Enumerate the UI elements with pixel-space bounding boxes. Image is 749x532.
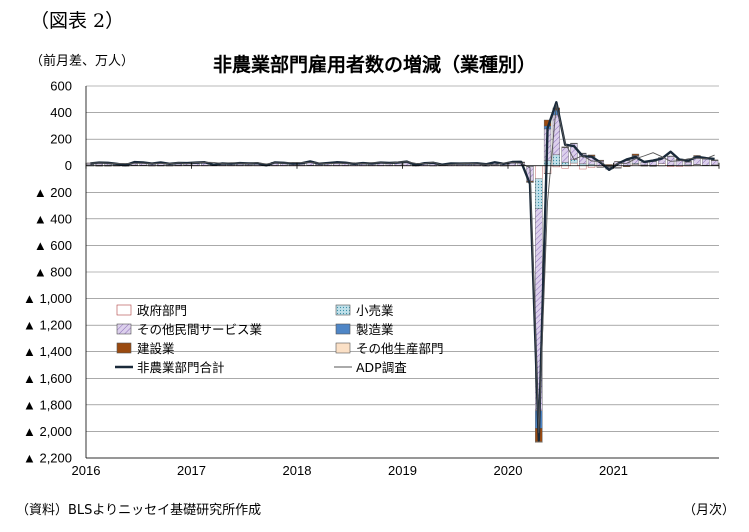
bar-layer [86, 107, 719, 443]
legend-label-other_goods: その他生産部門 [356, 341, 444, 356]
bar-construction [605, 164, 613, 166]
legend-label-adp: ADP調査 [356, 360, 407, 375]
legend-swatch-other_goods [335, 342, 351, 354]
bar-other_services [684, 161, 692, 166]
legend-label-total: 非農業部門合計 [137, 360, 225, 375]
bar-other_services [702, 158, 710, 166]
y-tick-label: ▲ 1,600 [23, 371, 72, 386]
x-tick-label: 2021 [599, 463, 628, 478]
bar-retail [561, 162, 569, 166]
y-tick-label: 0 [65, 158, 72, 173]
y-tick-label: 400 [50, 105, 72, 120]
bar-construction [631, 153, 640, 156]
legend-label-manufacturing: 製造業 [356, 322, 394, 337]
y-tick-label: 200 [50, 132, 72, 147]
x-tick-label: 2019 [388, 463, 417, 478]
bar-retail [552, 154, 560, 166]
legend-label-government: 政府部門 [137, 303, 187, 318]
y-tick-label: ▲ 1,200 [23, 318, 72, 333]
source-note: （資料）BLSよりニッセイ基礎研究所作成 [16, 503, 262, 518]
y-tick-label: ▲ 1,000 [23, 291, 72, 306]
x-tick-label: 2020 [494, 463, 523, 478]
y-tick-label: 600 [50, 79, 72, 94]
line-layer [90, 101, 715, 442]
bar-government [535, 165, 543, 179]
line-total [90, 101, 715, 442]
axes [85, 86, 720, 459]
legend-swatch-construction [116, 342, 132, 354]
figure-label: （図表 2） [30, 10, 125, 32]
y-tick-label: ▲ 800 [34, 265, 72, 280]
y-tick-label: ▲ 200 [34, 185, 72, 200]
y-tick-label: ▲ 400 [34, 211, 72, 226]
bar-retail [535, 178, 543, 209]
legend-label-construction: 建設業 [137, 341, 175, 356]
legend-swatch-manufacturing [335, 323, 351, 335]
y-tick-label: ▲ 2,000 [23, 424, 72, 439]
legend-label-retail: 小売業 [356, 303, 394, 318]
y-tick-label: ▲ 2,200 [23, 451, 72, 466]
bar-retail [570, 159, 578, 164]
legend-swatch-retail [335, 304, 351, 316]
bar-other_services [561, 147, 569, 163]
x-tick-label: 2017 [177, 463, 206, 478]
chart-title: 非農業部門雇用者数の増減（業種別） [212, 54, 536, 76]
line-adp [90, 104, 715, 434]
x-tick-label: 2018 [283, 463, 312, 478]
x-axis-unit-label: （月次） [683, 503, 736, 518]
legend-swatch-other_services [116, 323, 132, 335]
tick-labels: 600 400 200 0 ▲ 200 ▲ 400 ▲ 600 ▲ 800 ▲ 1,000 ▲ 1… [23, 79, 628, 479]
legend-label-other_services: その他民間サービス業 [137, 322, 263, 337]
grid-lines [86, 85, 719, 459]
bar-other_services [710, 160, 719, 166]
x-tick-label: 2016 [72, 463, 101, 478]
legend-swatch-government [116, 304, 132, 316]
bar-government [579, 165, 587, 170]
y-tick-label: ▲ 1,800 [23, 397, 72, 412]
y-axis-unit-label: （前月差、万人） [30, 54, 135, 69]
bar-other_goods [535, 441, 543, 443]
y-tick-label: ▲ 600 [34, 238, 72, 253]
y-tick-label: ▲ 1,400 [23, 344, 72, 359]
